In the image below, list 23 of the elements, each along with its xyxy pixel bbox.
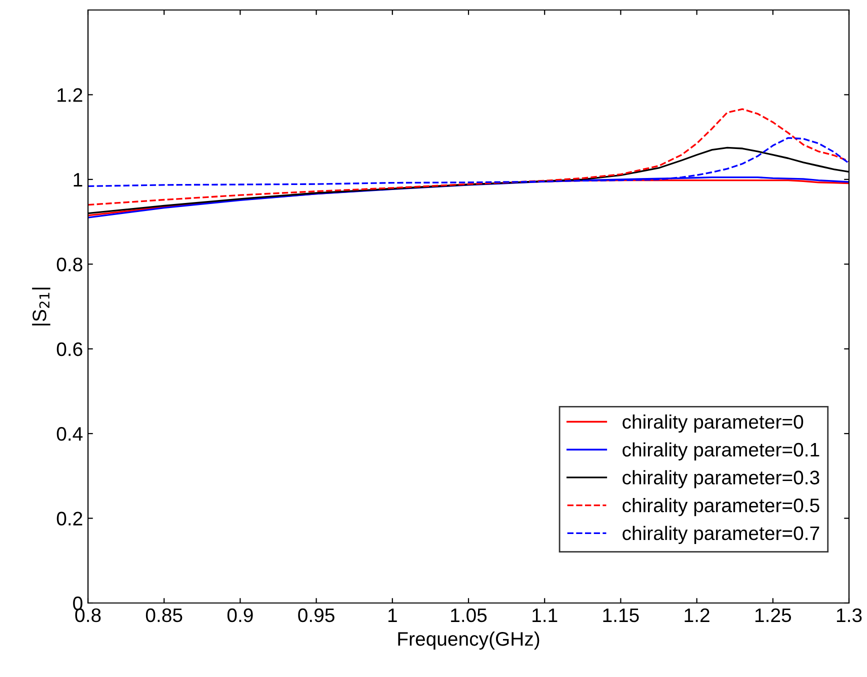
legend-label: chirality parameter=0 [622, 414, 804, 433]
y-tick-label: 0.6 [56, 342, 82, 356]
x-tick-label: 1.1 [532, 608, 558, 622]
x-tick-label: 0.85 [146, 608, 182, 622]
x-tick-label: 1 [388, 608, 397, 622]
x-tick-label: 1.25 [755, 608, 792, 622]
x-tick-label: 1.2 [684, 608, 710, 622]
y-tick-label: 1 [74, 173, 82, 186]
x-tick-label: 0.95 [298, 608, 334, 622]
legend-label: chirality parameter=0.3 [622, 470, 820, 488]
legend-label: chirality parameter=0.5 [622, 498, 820, 516]
x-tick-label: 1.15 [603, 608, 639, 622]
x-tick-label: 1.3 [836, 608, 862, 622]
y-tick-label: 0.4 [56, 427, 83, 441]
x-tick-label: 1.05 [451, 608, 487, 622]
legend-label: chirality parameter=0.7 [622, 526, 820, 544]
y-axis-title: |S$_{21}$| [32, 288, 50, 326]
x-axis-title: Frequency(GHz) [398, 632, 540, 650]
y-tick-label: 1.2 [58, 88, 82, 102]
x-tick-label: 0.9 [227, 608, 253, 622]
legend-label: chirality parameter=0.1 [622, 442, 820, 460]
y-tick-label: 0.8 [56, 258, 82, 272]
y-tick-label: 0.2 [56, 512, 82, 526]
